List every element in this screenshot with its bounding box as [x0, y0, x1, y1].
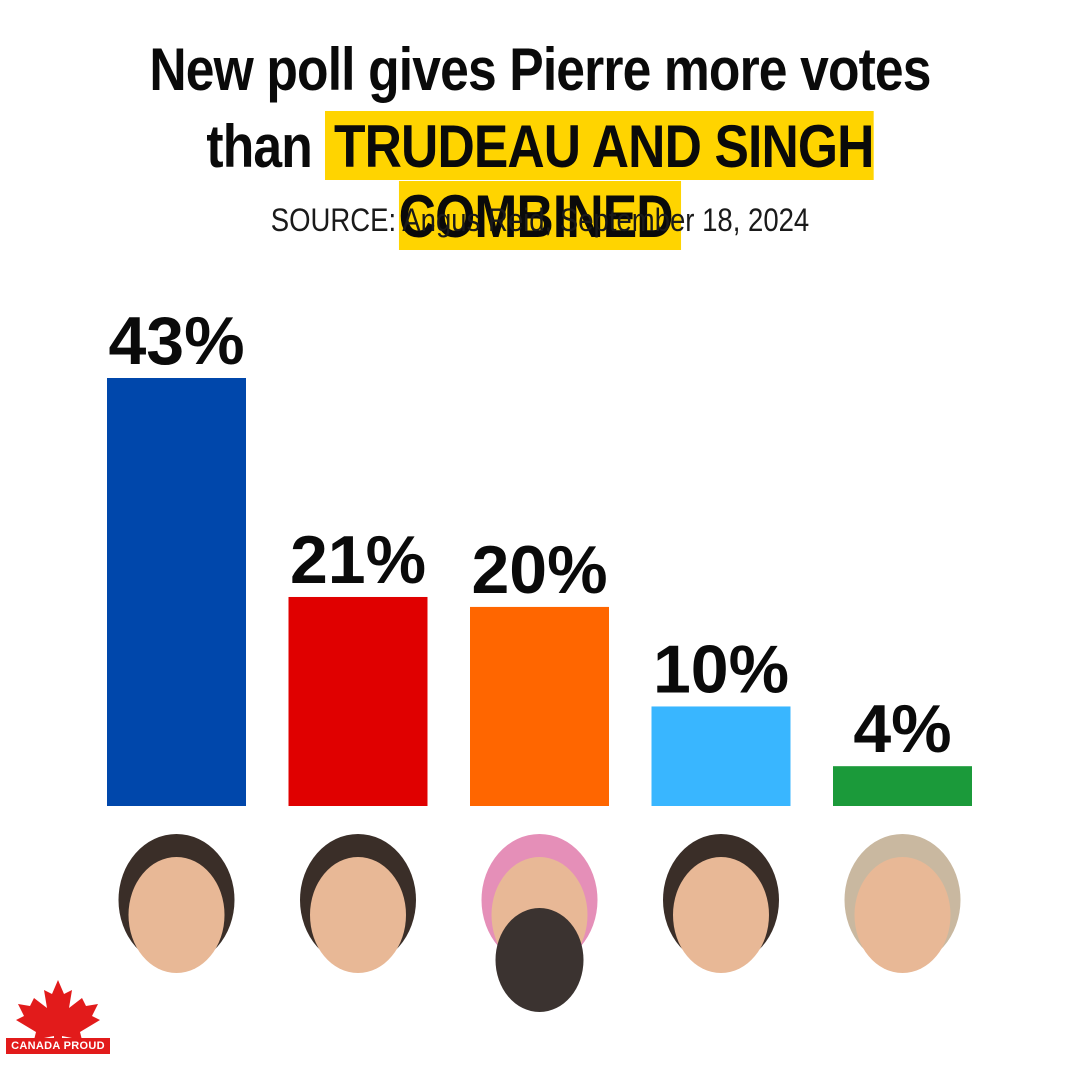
data-label-1: 43% [108, 303, 244, 379]
candidate-4-portrait-icon [663, 834, 779, 973]
bar-3 [470, 606, 609, 806]
logo-text: CANADA PROUD [6, 1038, 110, 1054]
page-title-line-1: New poll gives Pierre more votes [149, 36, 931, 103]
maple-leaf-icon [16, 980, 100, 1042]
data-label-3: 20% [471, 532, 607, 608]
bar-5 [833, 766, 972, 806]
candidate-1-portrait-icon [118, 834, 235, 973]
data-label-2: 21% [290, 522, 426, 598]
bar-4 [651, 706, 791, 806]
page-title-line-2: than TRUDEAU AND SINGH COMBINED [76, 111, 1005, 252]
bar-2 [288, 596, 428, 806]
bar-1 [107, 378, 246, 806]
candidate-2-portrait-icon [300, 834, 416, 973]
data-label-4: 10% [653, 631, 789, 707]
candidate-3-portrait-icon [481, 834, 598, 1012]
title-prefix: than [206, 113, 326, 180]
canada-proud-logo: CANADA PROUD [6, 978, 110, 1062]
source-subtitle: SOURCE: Angus Reid, September 18, 2024 [270, 202, 810, 238]
data-label-5: 4% [853, 691, 951, 767]
candidate-5-portrait-icon [844, 834, 961, 973]
